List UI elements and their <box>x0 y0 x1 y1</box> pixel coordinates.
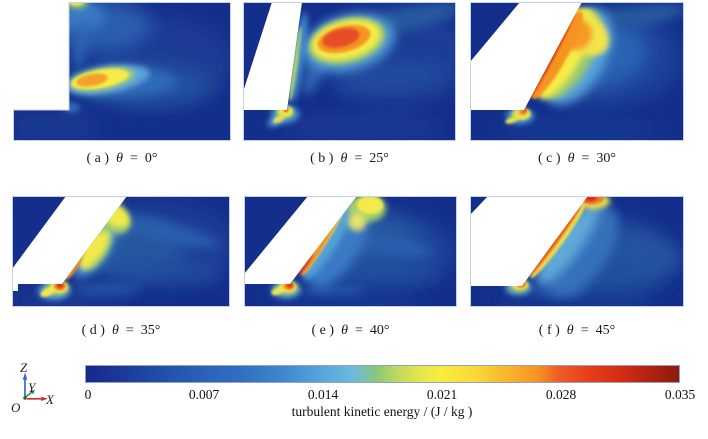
theta-value: 25° <box>369 151 389 166</box>
x-axis-arrowhead <box>41 396 48 401</box>
equals-sign: = <box>581 151 590 166</box>
equals-sign: = <box>125 323 134 338</box>
panel-frame <box>13 2 231 141</box>
theta-symbol: θ <box>567 151 575 166</box>
panel-caption-f: ( f ) θ = 45° <box>470 323 684 339</box>
theta-value: 30° <box>596 151 616 166</box>
theta-value: 40° <box>369 323 390 338</box>
contour-plot-d <box>12 196 230 307</box>
caption-index: ( c ) <box>538 151 561 166</box>
panel-frame <box>244 196 457 307</box>
origin-dot <box>23 396 27 400</box>
equals-sign: = <box>129 151 138 166</box>
colorbar-tick: 0.028 <box>545 387 577 402</box>
panel-frame <box>12 196 230 307</box>
contour-plot-f <box>470 196 684 307</box>
panel-frame <box>470 2 684 141</box>
axis-label-x: X <box>45 392 55 407</box>
contour-plot-b <box>243 2 456 141</box>
contour-plot-c <box>470 2 684 141</box>
contour-plot-e <box>244 196 457 307</box>
colorbar-tick: 0.035 <box>664 387 696 402</box>
caption-index: ( e ) <box>311 323 335 338</box>
panel-frame <box>470 196 684 307</box>
contour-panel-d <box>12 196 230 307</box>
panel-caption-c: ( c ) θ = 30° <box>470 151 684 167</box>
theta-symbol: θ <box>566 323 574 338</box>
contour-plot-a <box>13 2 231 141</box>
colorbar-tick: 0.021 <box>426 387 458 402</box>
contour-panel-f <box>470 196 684 307</box>
caption-index: ( f ) <box>538 323 560 338</box>
panel-caption-a: ( a ) θ = 0° <box>13 151 231 167</box>
contour-panel-b <box>243 2 456 141</box>
caption-index: ( d ) <box>81 323 105 338</box>
equals-sign: = <box>580 323 589 338</box>
equals-sign: = <box>354 323 363 338</box>
panel-caption-d: ( d ) θ = 35° <box>12 323 230 339</box>
colorbar-tick: 0.007 <box>188 387 220 402</box>
theta-value: 35° <box>140 323 161 338</box>
colorbar-label: turbulent kinetic energy / (J / kg ) <box>291 404 473 419</box>
panel-caption-e: ( e ) θ = 40° <box>244 323 457 339</box>
contour-panel-a <box>13 2 231 141</box>
panel-caption-b: ( b ) θ = 25° <box>243 151 456 167</box>
contour-panel-c <box>470 2 684 141</box>
colorbar-tick: 0 <box>84 387 92 402</box>
theta-value: 45° <box>595 323 616 338</box>
axis-label-z: Z <box>20 360 28 375</box>
colorbar-gradient <box>85 365 680 383</box>
theta-symbol: θ <box>340 151 348 166</box>
equals-sign: = <box>354 151 363 166</box>
caption-index: ( b ) <box>310 151 334 166</box>
theta-symbol: θ <box>341 323 348 338</box>
axis-label-y: Y <box>28 380 37 395</box>
axis-label-origin: O <box>11 400 21 415</box>
theta-value: 0° <box>144 151 158 166</box>
coordinate-axes: Z Y X O <box>11 360 55 415</box>
panel-frame <box>243 2 456 141</box>
y-axis-arrow <box>25 391 33 398</box>
caption-index: ( a ) <box>86 151 110 166</box>
z-axis-arrowhead <box>22 372 28 380</box>
theta-symbol: θ <box>116 151 123 166</box>
contour-panel-e <box>244 196 457 307</box>
colorbar-tick: 0.014 <box>307 387 339 402</box>
theta-symbol: θ <box>111 323 119 338</box>
